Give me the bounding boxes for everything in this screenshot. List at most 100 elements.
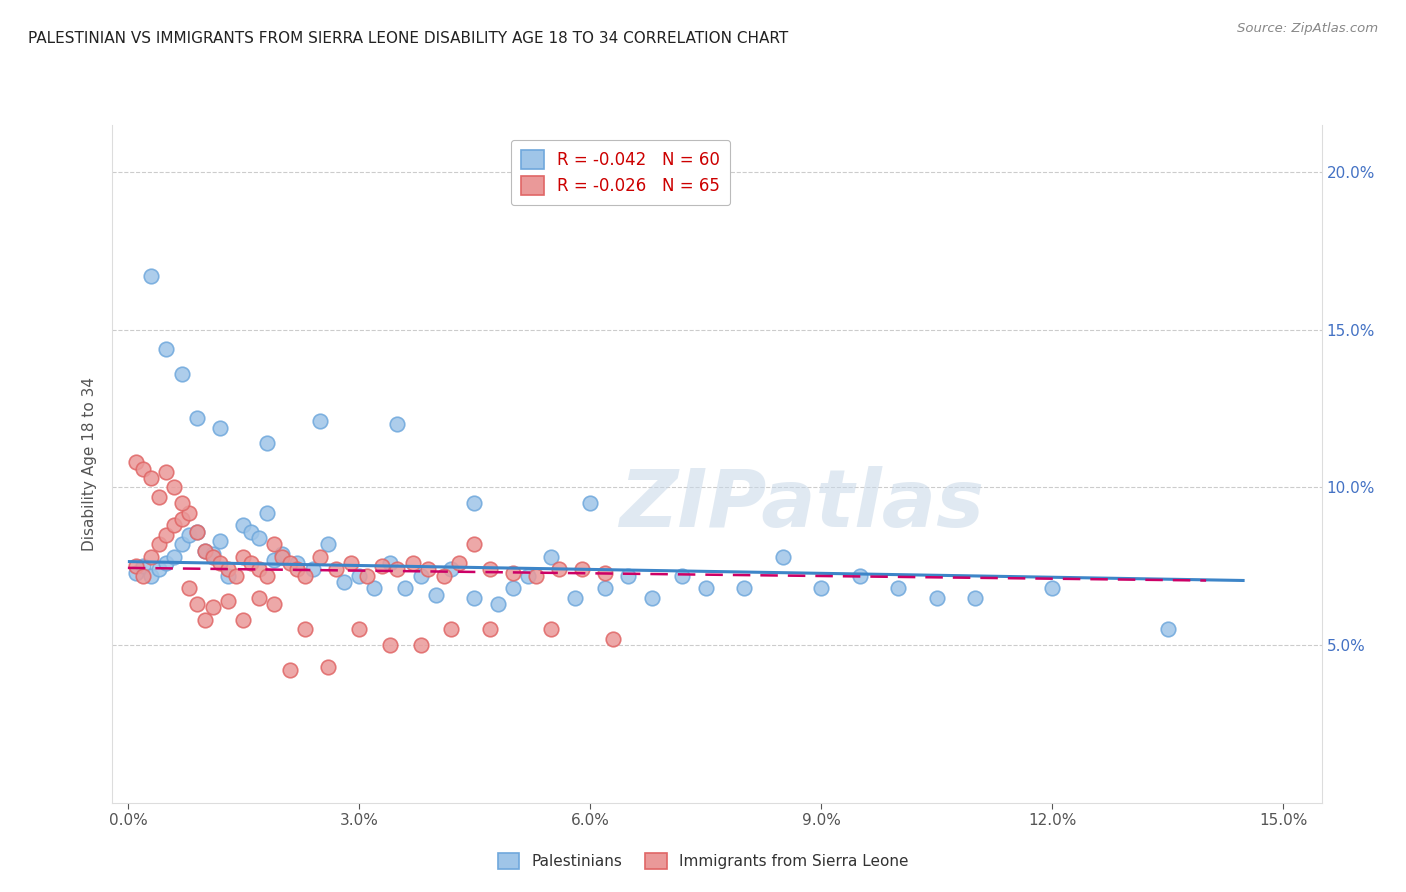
- Point: [309, 549, 332, 564]
- Point: [332, 575, 354, 590]
- Point: [301, 562, 323, 576]
- Point: [409, 638, 432, 652]
- Point: [232, 549, 254, 564]
- Point: [124, 455, 146, 469]
- Point: [595, 582, 617, 596]
- Point: [209, 534, 232, 549]
- Point: [256, 568, 278, 582]
- Point: [418, 562, 440, 576]
- Point: [617, 568, 640, 582]
- Point: [540, 549, 562, 564]
- Point: [186, 411, 208, 425]
- Point: [409, 568, 432, 582]
- Text: ZIPatlas: ZIPatlas: [619, 466, 984, 543]
- Point: [502, 566, 524, 580]
- Point: [186, 524, 208, 539]
- Point: [256, 436, 278, 450]
- Point: [502, 582, 524, 596]
- Point: [170, 537, 193, 551]
- Point: [564, 591, 586, 605]
- Point: [148, 490, 170, 504]
- Text: PALESTINIAN VS IMMIGRANTS FROM SIERRA LEONE DISABILITY AGE 18 TO 34 CORRELATION : PALESTINIAN VS IMMIGRANTS FROM SIERRA LE…: [28, 31, 789, 46]
- Point: [548, 562, 571, 576]
- Point: [278, 556, 301, 570]
- Point: [394, 582, 416, 596]
- Point: [240, 524, 263, 539]
- Point: [139, 568, 162, 582]
- Point: [340, 556, 363, 570]
- Point: [217, 562, 239, 576]
- Point: [271, 549, 294, 564]
- Point: [433, 568, 456, 582]
- Point: [271, 547, 294, 561]
- Point: [163, 518, 186, 533]
- Point: [925, 591, 948, 605]
- Point: [247, 531, 270, 545]
- Point: [163, 549, 186, 564]
- Point: [772, 549, 794, 564]
- Point: [148, 537, 170, 551]
- Point: [378, 638, 401, 652]
- Point: [139, 471, 162, 485]
- Point: [463, 591, 485, 605]
- Point: [325, 562, 347, 576]
- Point: [232, 518, 254, 533]
- Point: [124, 559, 146, 574]
- Point: [309, 414, 332, 428]
- Point: [217, 568, 239, 582]
- Point: [363, 582, 385, 596]
- Point: [170, 496, 193, 510]
- Point: [209, 556, 232, 570]
- Point: [285, 562, 308, 576]
- Point: [347, 568, 370, 582]
- Point: [602, 632, 624, 646]
- Point: [232, 613, 254, 627]
- Point: [263, 537, 285, 551]
- Point: [209, 420, 232, 434]
- Point: [540, 623, 562, 637]
- Text: Source: ZipAtlas.com: Source: ZipAtlas.com: [1237, 22, 1378, 36]
- Point: [387, 417, 409, 432]
- Point: [170, 367, 193, 381]
- Point: [132, 568, 155, 582]
- Point: [139, 269, 162, 284]
- Legend: Palestinians, Immigrants from Sierra Leone: Palestinians, Immigrants from Sierra Leo…: [492, 847, 914, 875]
- Point: [201, 547, 224, 561]
- Point: [378, 556, 401, 570]
- Point: [402, 556, 425, 570]
- Point: [478, 623, 501, 637]
- Point: [371, 559, 394, 574]
- Point: [155, 556, 177, 570]
- Point: [263, 597, 285, 611]
- Point: [1156, 623, 1178, 637]
- Point: [463, 537, 485, 551]
- Point: [387, 562, 409, 576]
- Point: [132, 559, 155, 574]
- Point: [201, 600, 224, 615]
- Point: [294, 568, 316, 582]
- Point: [733, 582, 755, 596]
- Point: [640, 591, 662, 605]
- Point: [179, 528, 201, 542]
- Point: [595, 566, 617, 580]
- Point: [278, 664, 301, 678]
- Point: [285, 556, 308, 570]
- Point: [194, 613, 217, 627]
- Point: [148, 562, 170, 576]
- Point: [463, 496, 485, 510]
- Point: [139, 549, 162, 564]
- Point: [486, 597, 509, 611]
- Point: [316, 537, 339, 551]
- Point: [440, 562, 463, 576]
- Point: [848, 568, 870, 582]
- Point: [965, 591, 987, 605]
- Point: [155, 342, 177, 356]
- Point: [155, 465, 177, 479]
- Point: [887, 582, 910, 596]
- Point: [186, 524, 208, 539]
- Point: [316, 660, 339, 674]
- Point: [263, 553, 285, 567]
- Point: [1040, 582, 1063, 596]
- Point: [256, 506, 278, 520]
- Point: [440, 623, 463, 637]
